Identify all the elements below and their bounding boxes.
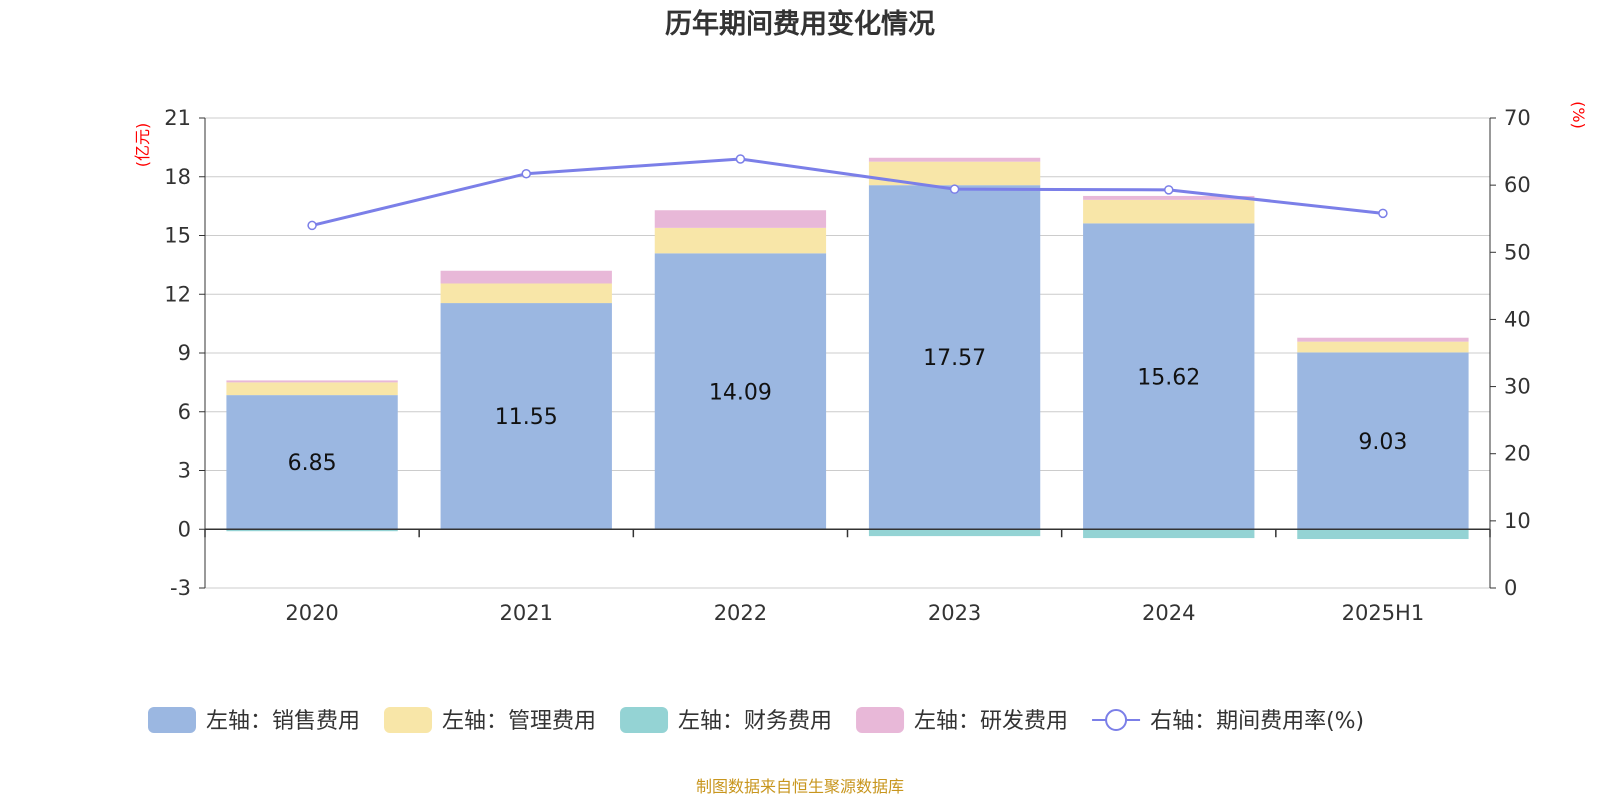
bar-segment <box>440 270 612 284</box>
left-axis-tick-label: 18 <box>164 165 191 189</box>
left-axis-tick-label: 0 <box>178 517 191 541</box>
category-label: 2022 <box>714 601 767 625</box>
bar-segment <box>1297 341 1469 353</box>
left-axis-tick-label: 15 <box>164 224 191 248</box>
left-axis-tick-label: 21 <box>164 106 191 130</box>
bar-segment <box>654 253 827 530</box>
bar-segment <box>1083 195 1255 200</box>
bar-segment <box>226 395 398 530</box>
right-axis-tick-label: 70 <box>1504 106 1531 130</box>
left-axis-tick-label: 6 <box>178 400 191 424</box>
expense-rate-line <box>307 154 1388 231</box>
rate-line-point <box>949 184 960 194</box>
legend-label: 左轴：财务费用 <box>678 709 832 734</box>
bar-value-label: 6.85 <box>288 451 337 476</box>
right-axis-tick-label: 30 <box>1504 375 1531 399</box>
right-axis-tick-label: 50 <box>1504 240 1531 264</box>
legend-label: 左轴：销售费用 <box>206 709 360 734</box>
left-axis-tick-label: -3 <box>170 576 191 600</box>
legend-marker-swatch <box>1105 709 1128 731</box>
chart-title: 历年期间费用变化情况 <box>665 8 935 40</box>
rate-line-point <box>307 220 317 231</box>
rate-line-point <box>735 154 746 164</box>
bar-segment <box>226 529 398 532</box>
right-axis-unit: (%) <box>1569 101 1588 129</box>
bar-value-label: 17.57 <box>923 346 986 371</box>
bar-value-label: 15.62 <box>1137 365 1200 390</box>
bar-segment <box>440 283 612 304</box>
right-axis-tick-label: 60 <box>1504 173 1531 197</box>
left-axis-tick-label: 9 <box>178 341 191 365</box>
data-source-note: 制图数据来自恒生聚源数据库 <box>696 777 904 796</box>
axes: -3 0 3 6 9 12 15 18 21 0 10 20 30 40 50 60 70 2020 2021 202… <box>164 106 1530 625</box>
left-axis-unit: (亿元) <box>133 123 152 168</box>
legend-label: 右轴：期间费用率(%) <box>1150 709 1364 734</box>
rate-line-point <box>1164 185 1174 195</box>
legend-color-swatch <box>148 707 196 733</box>
bar-segment <box>1083 223 1255 530</box>
category-label: 2023 <box>928 601 981 625</box>
legend-item[interactable]: 右轴：期间费用率(%) <box>1092 709 1364 734</box>
bar-segment <box>868 185 1041 530</box>
bar-value-label: 9.03 <box>1358 430 1407 455</box>
bar-series <box>226 157 1469 540</box>
left-axis-tick-label: 12 <box>164 282 191 306</box>
right-axis-tick-label: 0 <box>1504 576 1517 600</box>
bar-segment <box>226 382 398 396</box>
legend-color-swatch <box>856 707 905 733</box>
bar-segment <box>1083 199 1255 224</box>
bar-segment <box>868 157 1041 162</box>
bar-value-labels: 6.85 11.55 14.09 17.57 15.62 9.03 <box>288 346 1408 476</box>
bar-value-label: 14.09 <box>709 380 772 405</box>
bar-segment <box>1297 529 1469 540</box>
right-axis-tick-label: 20 <box>1504 442 1531 466</box>
bar-segment <box>868 529 1041 537</box>
bar-segment <box>654 227 827 254</box>
bar-segment <box>226 380 398 383</box>
category-label: 2024 <box>1142 601 1195 625</box>
rate-line-point <box>521 168 531 179</box>
category-label: 2025H1 <box>1342 601 1425 625</box>
legend-item[interactable]: 左轴：研发费用 <box>856 707 1068 734</box>
bar-segment <box>1083 529 1255 539</box>
right-axis-tick-label: 10 <box>1504 509 1531 533</box>
rate-line-path <box>311 157 1384 227</box>
bar-segment <box>1297 352 1469 530</box>
legend-color-swatch <box>620 707 669 733</box>
legend: 左轴：销售费用 左轴：管理费用 左轴：财务费用 左轴：研发费用 右轴：期间费用率(%) <box>148 707 1364 734</box>
bar-segment <box>440 303 612 530</box>
rate-line-point <box>1378 208 1388 219</box>
bar-segment <box>654 210 827 228</box>
legend-color-swatch <box>384 707 433 733</box>
legend-item[interactable]: 左轴：销售费用 <box>148 707 360 734</box>
category-label: 2021 <box>500 601 553 625</box>
category-label: 2020 <box>285 601 338 625</box>
legend-label: 左轴：管理费用 <box>442 709 596 734</box>
legend-item[interactable]: 左轴：财务费用 <box>620 707 832 734</box>
legend-label: 左轴：研发费用 <box>914 709 1068 734</box>
bar-segment <box>1297 337 1469 342</box>
legend-item[interactable]: 左轴：管理费用 <box>384 707 596 734</box>
bar-value-label: 11.55 <box>495 405 558 430</box>
bar-segment <box>868 161 1041 186</box>
left-axis-tick-label: 3 <box>178 459 191 483</box>
right-axis-tick-label: 40 <box>1504 307 1531 331</box>
